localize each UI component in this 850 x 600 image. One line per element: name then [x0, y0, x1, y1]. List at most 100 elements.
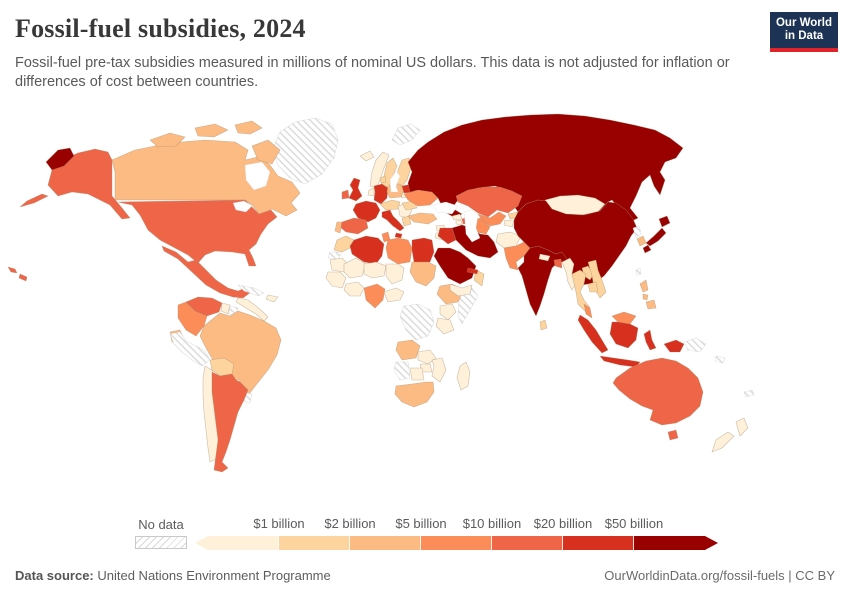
country-canada-island-3[interactable] [234, 120, 263, 135]
country-tanzania[interactable] [435, 317, 455, 335]
country-indonesia-sumatra[interactable] [577, 314, 609, 354]
country-tajikistan[interactable] [503, 219, 515, 228]
country-benelux[interactable] [367, 187, 375, 197]
country-usa-aleutians[interactable] [19, 193, 49, 208]
country-yemen[interactable] [449, 283, 473, 297]
country-malaysia-peninsula[interactable] [583, 303, 593, 319]
legend-bin-2[interactable] [350, 536, 421, 550]
country-north-korea[interactable] [632, 225, 642, 239]
country-iceland[interactable] [359, 150, 375, 162]
country-nigeria[interactable] [363, 283, 386, 309]
country-thailand[interactable] [571, 269, 591, 313]
country-morocco[interactable] [333, 235, 355, 253]
legend-bin-4[interactable] [492, 536, 563, 550]
country-australia[interactable] [612, 357, 704, 426]
country-indonesia-papua[interactable] [663, 339, 685, 353]
country-sudan[interactable] [409, 261, 437, 287]
country-cambodia[interactable] [587, 281, 599, 293]
country-russia-chukotka[interactable] [45, 147, 75, 171]
country-usa[interactable] [117, 199, 278, 267]
legend-bin-5[interactable] [563, 536, 634, 550]
country-indonesia-kalimantan[interactable] [609, 321, 639, 349]
country-france[interactable] [352, 200, 381, 223]
country-new-zealand-south[interactable] [711, 431, 735, 453]
country-kenya[interactable] [439, 303, 457, 321]
country-uk[interactable] [348, 177, 363, 202]
country-svalbard[interactable] [391, 123, 421, 146]
country-nepal[interactable] [538, 253, 551, 262]
country-namibia[interactable] [393, 361, 411, 381]
country-uae[interactable] [466, 267, 479, 275]
country-greenland[interactable] [271, 117, 339, 185]
country-chad[interactable] [385, 263, 405, 285]
country-madagascar[interactable] [456, 361, 471, 391]
country-indonesia-sulawesi[interactable] [643, 329, 657, 351]
country-algeria[interactable] [349, 235, 385, 265]
country-australia-tasmania[interactable] [667, 429, 679, 441]
region-senegal-guinea[interactable] [325, 271, 347, 289]
country-bangladesh[interactable] [553, 258, 563, 269]
credit-line[interactable]: OurWorldinData.org/fossil-fuels | CC BY [604, 568, 835, 583]
country-botswana[interactable] [409, 367, 425, 381]
country-italy[interactable] [381, 209, 405, 239]
legend-bin-6[interactable] [634, 536, 718, 550]
country-japan-kyushu[interactable] [642, 244, 652, 254]
country-sri-lanka[interactable] [539, 319, 548, 331]
country-malaysia-borneo[interactable] [611, 311, 637, 325]
country-japan-hokkaido[interactable] [658, 215, 671, 228]
country-cuba[interactable] [237, 284, 265, 297]
country-ireland[interactable] [341, 189, 350, 200]
legend-tick-label-1: $2 billion [324, 516, 376, 531]
country-armenia[interactable] [455, 219, 463, 226]
country-libya[interactable] [385, 237, 413, 265]
owid-logo[interactable]: Our World in Data [770, 12, 838, 52]
country-china[interactable] [513, 199, 638, 286]
country-mozambique[interactable] [431, 357, 447, 383]
country-south-africa[interactable] [394, 381, 435, 408]
country-canada-island-baffin[interactable] [251, 139, 281, 165]
region-central-america[interactable] [235, 297, 269, 322]
region-ivory-ghana[interactable] [343, 281, 365, 297]
country-vietnam[interactable] [587, 259, 607, 299]
country-turkey[interactable] [407, 212, 438, 225]
country-new-zealand-north[interactable] [735, 417, 749, 437]
country-south-korea[interactable] [636, 235, 647, 247]
country-zambia[interactable] [417, 349, 437, 365]
country-taiwan[interactable] [635, 267, 642, 276]
country-niger[interactable] [363, 261, 387, 279]
region-pacific-islands-2[interactable] [743, 389, 755, 398]
country-pakistan[interactable] [503, 241, 531, 271]
country-angola[interactable] [395, 339, 421, 361]
country-kazakhstan[interactable] [455, 186, 523, 218]
country-hispaniola[interactable] [265, 294, 279, 303]
country-egypt[interactable] [411, 237, 435, 263]
country-japan-honshu[interactable] [645, 227, 667, 247]
country-philippines-mindanao[interactable] [645, 299, 657, 310]
country-canada-island-1[interactable] [149, 132, 186, 148]
country-greece[interactable] [401, 215, 412, 227]
region-cameroon[interactable] [383, 287, 405, 303]
country-papua-new-guinea[interactable] [683, 337, 707, 353]
country-portugal[interactable] [334, 221, 343, 234]
country-argentina[interactable] [211, 371, 249, 473]
legend-bin-3[interactable] [421, 536, 492, 550]
legend-bin-1[interactable] [279, 536, 350, 550]
country-guyana[interactable] [220, 302, 231, 315]
country-philippines-luzon[interactable] [639, 279, 649, 293]
country-somalia[interactable] [457, 287, 479, 325]
region-pacific-islands-1[interactable] [714, 355, 726, 364]
country-mali[interactable] [343, 257, 367, 279]
country-iraq[interactable] [437, 227, 457, 245]
country-dr-congo[interactable] [399, 303, 435, 341]
country-philippines-visayas[interactable] [642, 293, 649, 301]
country-indonesia-java[interactable] [599, 355, 641, 368]
legend-bin-0[interactable] [195, 536, 279, 550]
country-usa-hawaii[interactable] [7, 266, 28, 282]
country-germany[interactable] [373, 183, 389, 205]
country-canada-island-2[interactable] [194, 123, 229, 138]
legend-no-data-swatch[interactable] [135, 536, 187, 549]
legend-tick-label-5: $50 billion [604, 516, 664, 531]
country-spain[interactable] [339, 217, 369, 235]
country-saudi-arabia[interactable] [433, 247, 477, 285]
country-denmark[interactable] [379, 175, 387, 184]
